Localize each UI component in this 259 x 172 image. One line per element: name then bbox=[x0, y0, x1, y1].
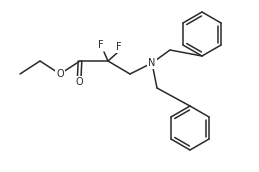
Text: F: F bbox=[116, 42, 122, 52]
Text: O: O bbox=[56, 69, 64, 79]
Text: F: F bbox=[98, 40, 104, 50]
Text: O: O bbox=[75, 77, 83, 87]
Text: N: N bbox=[148, 58, 156, 68]
